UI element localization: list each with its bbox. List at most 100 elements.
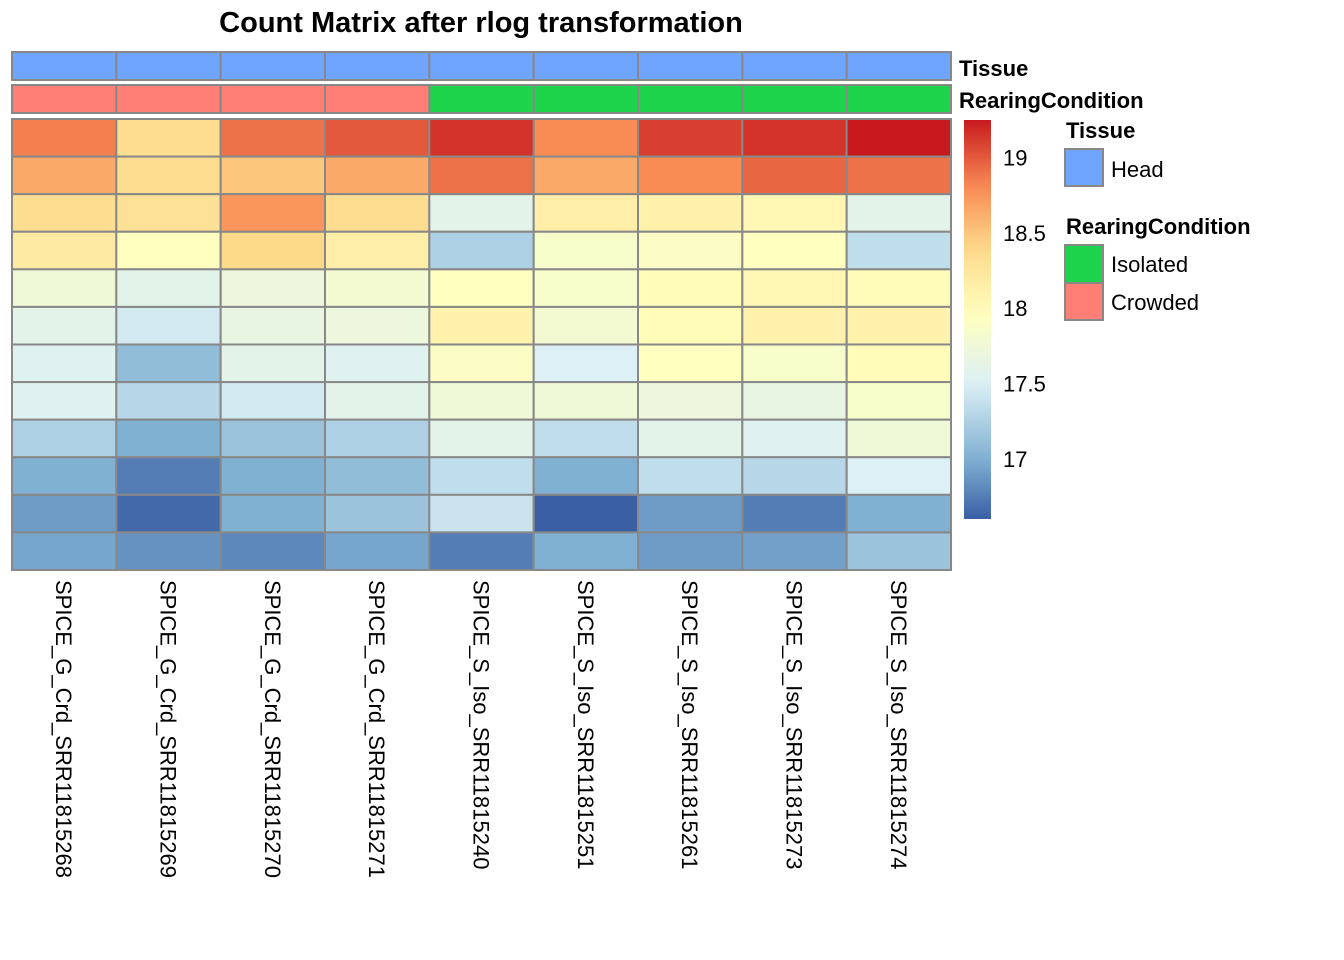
heatmap-cell	[324, 155, 431, 196]
column-label: SPICE_S_Iso_SRR11815261	[677, 580, 702, 869]
heatmap-cell	[741, 268, 848, 308]
heatmap-cell	[428, 418, 535, 459]
rearing-annotation-label: RearingCondition	[959, 88, 1144, 113]
heatmap-cell	[219, 268, 327, 308]
heatmap-cell	[324, 456, 431, 496]
column-label: SPICE_G_Crd_SRR11815268	[51, 580, 76, 878]
chart-title: Count Matrix after rlog transformation	[219, 7, 743, 39]
column-label: SPICE_S_Iso_SRR11815240	[469, 580, 494, 869]
heatmap-cell	[219, 381, 327, 421]
heatmap-cell	[637, 343, 744, 384]
heatmap-cell	[845, 418, 953, 459]
heatmap-cell	[637, 493, 744, 534]
heatmap-cell	[115, 381, 222, 421]
heatmap-cell	[845, 155, 953, 196]
heatmap-cell	[532, 381, 640, 421]
heatmap-cell	[11, 456, 118, 496]
legend-swatch-head	[1064, 148, 1104, 187]
tissue-annotation-cell	[11, 51, 118, 81]
heatmap-cell	[741, 381, 848, 421]
heatmap-cell	[219, 343, 327, 384]
legend-swatch-isolated	[1064, 244, 1104, 284]
heatmap-cell	[532, 305, 640, 346]
heatmap-cell	[11, 305, 118, 346]
heatmap-cell	[637, 456, 744, 496]
column-label: SPICE_S_Iso_SRR11815251	[573, 580, 598, 869]
heatmap-cell	[219, 155, 327, 196]
heatmap-cells	[11, 118, 953, 572]
tissue-annotation-cell	[428, 51, 535, 81]
rearing-annotation-cell	[532, 84, 640, 114]
heatmap-cell	[219, 118, 327, 158]
colorbar-tick-label: 18.5	[1003, 221, 1046, 246]
heatmap-cell	[845, 193, 953, 233]
heatmap-cell	[741, 456, 848, 496]
heatmap-cell	[324, 343, 431, 384]
heatmap-cell	[324, 268, 431, 308]
heatmap-cell	[428, 531, 535, 572]
heatmap-cell	[637, 531, 744, 572]
heatmap-cell	[115, 456, 222, 496]
heatmap-cell	[11, 118, 118, 158]
heatmap-cell	[219, 456, 327, 496]
heatmap-cell	[532, 118, 640, 158]
heatmap-cell	[115, 118, 222, 158]
heatmap-cell	[115, 155, 222, 196]
tissue-annotation-bar	[11, 51, 953, 81]
tissue-annotation-cell	[115, 51, 222, 81]
heatmap-cell	[428, 456, 535, 496]
heatmap-cell	[115, 305, 222, 346]
heatmap-cell	[11, 268, 118, 308]
colorbar-tick-label: 17	[1003, 447, 1027, 472]
heatmap-cell	[845, 531, 953, 572]
heatmap-cell	[115, 531, 222, 572]
column-labels: SPICE_G_Crd_SRR11815268 SPICE_G_Crd_SRR11…	[51, 580, 911, 878]
heatmap-cell	[532, 531, 640, 572]
heatmap-cell	[845, 343, 953, 384]
heatmap-cell	[845, 456, 953, 496]
heatmap-cell	[324, 193, 431, 233]
heatmap-cell	[741, 230, 848, 271]
heatmap-cell	[219, 531, 327, 572]
rearing-annotation-cell	[428, 84, 535, 114]
heatmap-cell	[637, 230, 744, 271]
heatmap-cell	[11, 193, 118, 233]
tissue-annotation-cell	[219, 51, 327, 81]
heatmap-cell	[428, 305, 535, 346]
heatmap-cell	[532, 193, 640, 233]
heatmap-cell	[428, 381, 535, 421]
heatmap-cell	[532, 343, 640, 384]
colorbar-tick-label: 18	[1003, 296, 1027, 321]
heatmap-cell	[845, 381, 953, 421]
heatmap-cell	[532, 230, 640, 271]
heatmap-cell	[324, 531, 431, 572]
rearing-annotation-cell	[219, 84, 327, 114]
heatmap-cell	[741, 493, 848, 534]
heatmap-cell	[428, 493, 535, 534]
rearing-annotation-bar	[11, 84, 953, 114]
legend-rearing-title: RearingCondition	[1066, 214, 1251, 239]
rearing-annotation-cell	[11, 84, 118, 114]
heatmap-cell	[219, 230, 327, 271]
heatmap-cell	[115, 343, 222, 384]
heatmap-cell	[115, 268, 222, 308]
heatmap-cell	[324, 118, 431, 158]
legend-swatch-crowded	[1064, 282, 1104, 321]
heatmap-cell	[11, 493, 118, 534]
tissue-annotation-cell	[532, 51, 640, 81]
heatmap-cell	[637, 155, 744, 196]
colorbar-tick-label: 19	[1003, 146, 1027, 171]
heatmap-cell	[845, 493, 953, 534]
tissue-annotation-cell	[637, 51, 744, 81]
heatmap-cell	[428, 155, 535, 196]
heatmap-cell	[428, 193, 535, 233]
heatmap-cell	[637, 305, 744, 346]
heatmap-cell	[428, 118, 535, 158]
legend-label-crowded: Crowded	[1111, 290, 1199, 315]
heatmap-cell	[11, 155, 118, 196]
rearing-annotation-cell	[324, 84, 431, 114]
heatmap-cell	[11, 418, 118, 459]
heatmap-cell	[532, 493, 640, 534]
heatmap-cell	[637, 268, 744, 308]
heatmap-cell	[115, 418, 222, 459]
